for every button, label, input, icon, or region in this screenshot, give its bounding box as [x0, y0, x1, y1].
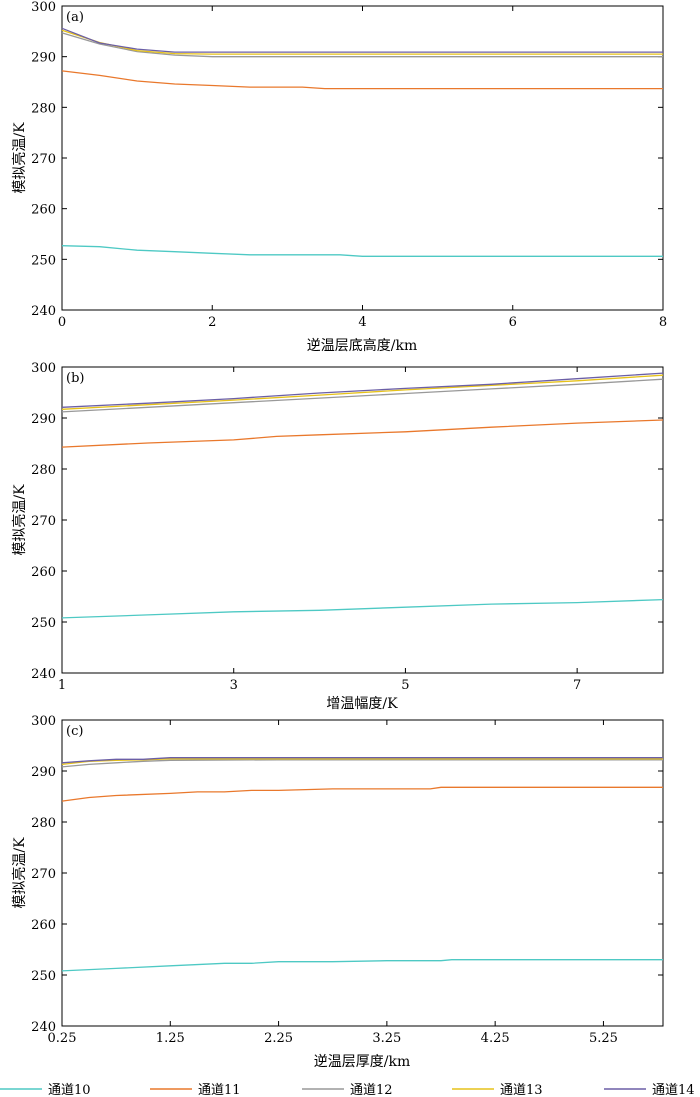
y-tick-label: 290 — [31, 765, 56, 780]
x-tick-label: 6 — [509, 315, 517, 330]
series-line — [61, 70, 663, 90]
y-tick-label: 260 — [31, 565, 56, 580]
series-group — [61, 372, 664, 619]
x-tick-label: 8 — [659, 315, 667, 330]
x-axis-label: 增温幅度/K — [326, 696, 398, 712]
series-line — [61, 757, 663, 764]
series-line — [61, 378, 664, 413]
y-axis-label: 模拟亮温/K — [11, 837, 28, 909]
legend-label: 通道10 — [48, 1083, 91, 1097]
series-group — [61, 27, 663, 257]
y-tick-label: 250 — [31, 616, 56, 631]
panel-label: (b) — [66, 371, 84, 386]
series-line — [61, 27, 663, 53]
x-tick-label: 2.25 — [264, 1031, 293, 1046]
legend-label: 通道13 — [500, 1083, 543, 1097]
legend-entry: 通道11 — [150, 1083, 241, 1097]
x-tick-label: 3.25 — [372, 1031, 401, 1046]
panel-label: (c) — [66, 724, 83, 739]
series-line — [61, 374, 664, 410]
y-tick-label: 280 — [31, 463, 56, 478]
y-tick-label: 300 — [31, 714, 56, 729]
y-tick-label: 280 — [31, 101, 56, 116]
legend-entry: 通道12 — [302, 1083, 393, 1097]
legend: 通道10 通道11 通道12 通道13 通道14 — [0, 1083, 695, 1097]
y-tick-label: 290 — [31, 412, 56, 427]
panel-a: (a) 0 2 4 6 8 240 250 260 270 280 290 300 逆温层底高度/km… — [11, 0, 667, 354]
ticks: 1 3 5 7 240 250 260 270 280 290 300 — [31, 361, 663, 693]
y-tick-label: 250 — [31, 969, 56, 984]
x-tick-label: 5 — [401, 678, 409, 693]
legend-label: 通道14 — [652, 1083, 695, 1097]
y-tick-label: 300 — [31, 0, 56, 15]
x-tick-label: 3 — [230, 678, 238, 693]
x-tick-label: 0.25 — [48, 1031, 77, 1046]
legend-label: 通道12 — [350, 1083, 393, 1097]
x-tick-label: 1.25 — [156, 1031, 185, 1046]
x-axis-label: 逆温层底高度/km — [307, 337, 417, 354]
series-line — [61, 29, 663, 55]
series-line — [61, 598, 664, 619]
y-tick-label: 240 — [31, 1020, 56, 1035]
panel-label: (a) — [66, 10, 84, 25]
legend-entry: 通道10 — [0, 1083, 91, 1097]
x-tick-label: 7 — [573, 678, 581, 693]
plot-frame — [61, 366, 664, 674]
plot-frame — [61, 719, 664, 1027]
series-line — [61, 419, 664, 448]
series-line — [61, 758, 663, 766]
panel-b: (b) 1 3 5 7 240 250 260 270 280 290 300 增温幅度/K 模拟亮… — [11, 361, 664, 712]
panel-c: (c) 0.25 1.25 2.25 3.25 4.25 5.25 240 250 260 270… — [11, 714, 664, 1070]
series-line — [61, 32, 663, 58]
x-tick-label: 4.25 — [481, 1031, 510, 1046]
series-line — [61, 245, 663, 257]
series-line — [61, 372, 664, 408]
y-tick-label: 280 — [31, 816, 56, 831]
y-tick-label: 240 — [31, 304, 56, 319]
x-tick-label: 2 — [208, 315, 216, 330]
x-tick-label: 5.25 — [589, 1031, 618, 1046]
y-axis-label: 模拟亮温/K — [11, 484, 28, 556]
y-tick-label: 290 — [31, 51, 56, 66]
y-tick-label: 300 — [31, 361, 56, 376]
ticks: 0 2 4 6 8 240 250 260 270 280 290 300 — [31, 0, 667, 330]
x-axis-label: 逆温层厚度/km — [314, 1054, 410, 1070]
series-group — [61, 757, 663, 972]
legend-entry: 通道14 — [604, 1083, 695, 1097]
ticks: 0.25 1.25 2.25 3.25 4.25 5.25 240 250 260 270 280 2… — [31, 714, 663, 1046]
legend-entry: 通道13 — [452, 1083, 543, 1097]
series-line — [61, 959, 663, 972]
legend-label: 通道11 — [198, 1083, 241, 1097]
x-tick-label: 1 — [58, 678, 66, 693]
y-tick-label: 270 — [31, 152, 56, 167]
y-tick-label: 240 — [31, 667, 56, 682]
y-tick-label: 270 — [31, 514, 56, 529]
x-tick-label: 4 — [358, 315, 366, 330]
y-tick-label: 260 — [31, 918, 56, 933]
y-axis-label: 模拟亮温/K — [11, 122, 28, 194]
series-line — [61, 786, 663, 802]
y-tick-label: 270 — [31, 867, 56, 882]
y-tick-label: 250 — [31, 253, 56, 268]
series-line — [61, 759, 663, 768]
x-tick-label: 0 — [58, 315, 66, 330]
y-tick-label: 260 — [31, 203, 56, 218]
